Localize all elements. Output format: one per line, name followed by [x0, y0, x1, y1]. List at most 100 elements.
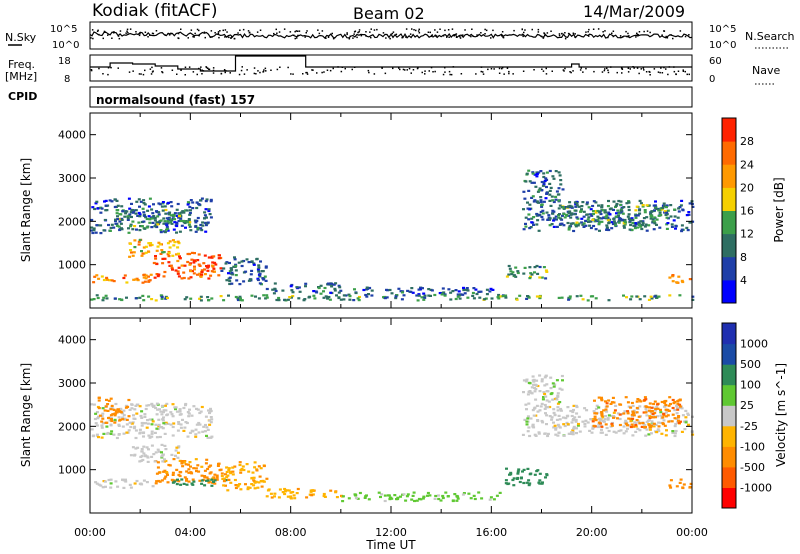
data-cell [110, 200, 114, 203]
data-cell [101, 412, 105, 415]
nsearch-dot [540, 35, 543, 38]
data-cell [595, 412, 599, 415]
data-cell [629, 406, 633, 409]
data-cell [314, 290, 318, 293]
data-cell [90, 218, 94, 222]
data-cell [678, 206, 682, 209]
nsearch-dot [352, 37, 354, 39]
data-cell [169, 221, 172, 224]
data-cell [545, 171, 549, 174]
data-cell [145, 481, 149, 484]
data-cell [543, 403, 547, 407]
data-cell [219, 295, 223, 298]
data-cell [114, 402, 118, 406]
data-cell [154, 406, 158, 410]
data-cell [187, 277, 191, 280]
data-cell [129, 211, 133, 214]
data-cell [172, 458, 176, 461]
data-cell [134, 404, 138, 407]
data-cell [580, 208, 583, 211]
data-cell [631, 218, 635, 222]
data-cell [567, 228, 571, 231]
nsearch-dot [198, 34, 200, 37]
data-cell [552, 210, 556, 213]
data-cell [652, 228, 656, 231]
data-cell [195, 219, 199, 222]
data-cell [235, 279, 239, 282]
data-cell [636, 398, 640, 401]
data-cell [266, 489, 270, 492]
data-cell [557, 296, 561, 299]
data-cell [248, 486, 252, 489]
data-cell [677, 415, 681, 418]
data-cell [254, 480, 258, 483]
data-cell [176, 456, 180, 459]
data-cell [574, 404, 578, 407]
data-cell [166, 229, 170, 232]
data-cell [147, 215, 151, 218]
nsearch-dot [542, 36, 545, 39]
nsearch-dot [672, 37, 674, 40]
data-cell [563, 206, 567, 209]
data-cell [178, 257, 182, 260]
data-cell [96, 207, 100, 210]
data-cell [669, 204, 673, 207]
data-cell [295, 492, 299, 495]
data-cell [619, 208, 623, 211]
data-cell [607, 211, 611, 214]
data-cell [177, 215, 181, 218]
nave-dot [373, 73, 376, 75]
data-cell [129, 223, 133, 226]
data-cell [164, 212, 168, 215]
data-cell [607, 199, 610, 203]
data-cell [627, 417, 631, 420]
data-cell [463, 288, 467, 291]
data-cell [326, 282, 330, 285]
data-cell [551, 175, 555, 178]
data-cell [121, 478, 125, 481]
data-cell [273, 495, 276, 498]
nave-dot [686, 73, 688, 76]
data-cell [310, 494, 314, 497]
data-cell [138, 431, 142, 434]
data-cell [454, 297, 458, 301]
data-cell [322, 494, 326, 498]
data-cell [438, 292, 442, 295]
data-cell [535, 175, 539, 178]
data-region [220, 461, 269, 492]
data-cell [529, 275, 532, 278]
data-cell [634, 214, 638, 217]
data-cell [170, 222, 174, 225]
data-cell [117, 433, 121, 436]
data-cell [169, 423, 173, 426]
data-cell [134, 278, 138, 281]
data-cell [153, 460, 157, 463]
data-cell [273, 287, 277, 290]
data-cell [626, 424, 629, 427]
data-cell [479, 290, 483, 293]
data-cell [164, 404, 167, 407]
data-cell [644, 434, 648, 437]
data-cell [572, 418, 575, 421]
data-cell [175, 483, 179, 486]
data-cell [645, 414, 649, 417]
nsearch-dot [346, 33, 348, 36]
data-cell [684, 416, 688, 419]
data-cell [629, 425, 633, 429]
data-cell [140, 424, 144, 427]
nave-dot [161, 71, 163, 73]
data-cell [597, 425, 600, 429]
data-cell [675, 404, 678, 407]
data-cell [176, 270, 180, 273]
data-cell [605, 226, 609, 229]
nsearch-dot [625, 30, 627, 33]
data-cell [187, 218, 191, 221]
nave-dot [323, 71, 325, 73]
data-cell [116, 408, 120, 411]
data-cell [594, 219, 598, 222]
data-cell [222, 267, 226, 270]
data-cell [156, 245, 160, 248]
nsearch-dot [187, 37, 189, 39]
data-cell [200, 405, 204, 409]
data-cell [126, 405, 130, 408]
